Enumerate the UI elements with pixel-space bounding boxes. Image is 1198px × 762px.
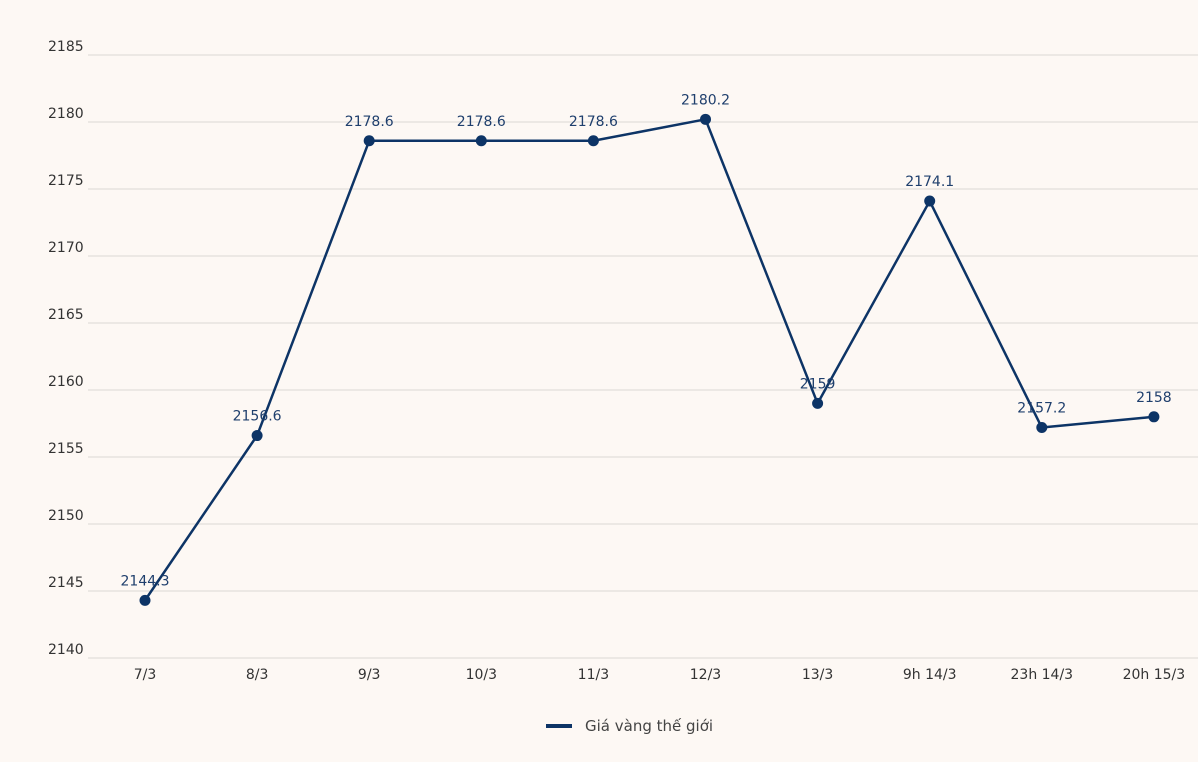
data-label: 2157.2	[1017, 401, 1066, 417]
data-point[interactable]	[924, 195, 936, 207]
data-label: 2156.6	[233, 409, 282, 425]
legend-label: Giá vàng thế giới	[585, 717, 713, 735]
data-point[interactable]	[363, 135, 375, 147]
series-line	[143, 118, 1155, 602]
data-label: 2144.3	[121, 573, 170, 589]
data-point[interactable]	[251, 430, 263, 442]
y-tick-label: 2160	[48, 374, 84, 390]
x-tick-label: 12/3	[690, 667, 721, 683]
y-tick-label: 2170	[48, 240, 84, 256]
data-point[interactable]	[587, 135, 599, 147]
x-tick-label: 11/3	[578, 667, 609, 683]
data-point[interactable]	[475, 135, 487, 147]
y-tick-label: 2180	[48, 106, 84, 122]
y-tick-label: 2165	[48, 307, 84, 323]
legend: Giá vàng thế giới	[546, 717, 713, 735]
data-point[interactable]	[139, 594, 151, 606]
x-tick-label: 9/3	[358, 667, 381, 683]
y-tick-label: 2150	[48, 508, 84, 524]
x-tick-label: 8/3	[246, 667, 269, 683]
data-point[interactable]	[1148, 411, 1160, 423]
data-label: 2174.1	[905, 174, 954, 190]
x-tick-label: 9h 14/3	[903, 667, 957, 683]
x-tick-label: 10/3	[466, 667, 497, 683]
series-lines	[143, 118, 1155, 602]
x-axis-ticks: 7/3 8/3 9/3 10/3 11/3 12/3 13/3 9h 14/3 23h 14/3…	[134, 667, 1185, 683]
data-point[interactable]	[1036, 422, 1048, 434]
y-tick-label: 2185	[48, 39, 84, 55]
data-label: 2158	[1136, 390, 1172, 406]
grid-lines	[88, 54, 1198, 659]
data-label: 2178.6	[569, 114, 618, 130]
data-label: 2178.6	[345, 114, 394, 130]
data-label: 2180.2	[681, 92, 730, 108]
x-tick-label: 23h 14/3	[1011, 667, 1074, 683]
y-axis-ticks: 2140 2145 2150 2155 2160 2165 2170 2175 2180 2185	[48, 39, 84, 658]
y-tick-label: 2175	[48, 173, 84, 189]
x-tick-label: 13/3	[802, 667, 833, 683]
x-tick-label: 7/3	[134, 667, 157, 683]
y-tick-label: 2155	[48, 441, 84, 457]
data-points	[139, 113, 1160, 606]
data-point[interactable]	[700, 113, 711, 125]
data-point[interactable]	[812, 397, 824, 409]
x-tick-label: 20h 15/3	[1123, 667, 1186, 683]
y-tick-label: 2140	[48, 642, 84, 658]
y-tick-label: 2145	[48, 575, 84, 591]
data-labels: 2144.3 2156.6 2178.6 2178.6 2178.6 2180.2 2159…	[121, 92, 1172, 589]
data-label: 2178.6	[457, 114, 506, 130]
data-label: 2159	[800, 376, 836, 392]
